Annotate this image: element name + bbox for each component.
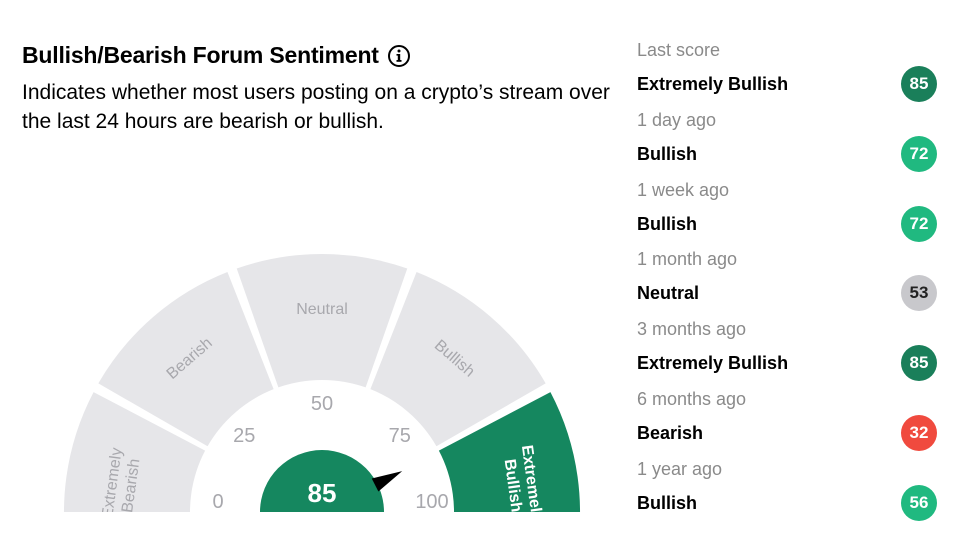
history-item: 1 week ago Bullish 72 <box>637 176 942 246</box>
history-label: Bullish <box>637 492 698 513</box>
gauge-ring: ExtremelyBearishBearishNeutralBullishExt… <box>64 254 580 512</box>
history-when: 1 week ago <box>637 179 730 200</box>
gauge-segment <box>438 392 580 512</box>
info-icon[interactable] <box>387 44 411 68</box>
gauge-scale-label: 0 <box>212 491 223 513</box>
history-item: 1 day ago Bullish 72 <box>637 106 942 176</box>
history-label: Neutral <box>637 283 700 304</box>
score-value: 85 <box>308 478 337 508</box>
score-history: Last score Extremely Bullish 85 1 day ago Bu… <box>637 36 942 525</box>
history-item: Last score Extremely Bullish 85 <box>637 36 942 106</box>
gauge-scale-label: 25 <box>233 425 255 447</box>
gauge-svg: ExtremelyBearishBearishNeutralBullishExt… <box>64 254 580 513</box>
score-badge: 53 <box>901 275 937 312</box>
gauge-segment-label: Neutral <box>296 301 348 318</box>
history-when: 1 year ago <box>637 458 723 479</box>
title-row: Bullish/Bearish Forum Sentiment <box>22 42 411 69</box>
history-label: Bearish <box>637 422 704 443</box>
history-when: 1 month ago <box>637 249 738 270</box>
gauge-segment <box>370 271 546 447</box>
history-when: 1 day ago <box>637 109 717 130</box>
gauge-scale-label: 75 <box>389 425 411 447</box>
gauge-segment <box>236 254 408 388</box>
gauge-scale-label: 50 <box>311 393 333 415</box>
gauge-segment <box>64 392 206 512</box>
history-label: Extremely Bullish <box>637 74 789 94</box>
history-when: 6 months ago <box>637 388 747 409</box>
history-item: 3 months ago Extremely Bullish 85 <box>637 315 942 385</box>
history-item: 6 months ago Bearish 32 <box>637 385 942 455</box>
score-badge: 85 <box>901 66 937 102</box>
description: Indicates whether most users posting on … <box>22 81 610 133</box>
score-badge: 56 <box>901 484 937 521</box>
score-badge: 85 <box>901 345 937 382</box>
history-label: Extremely Bullish <box>637 353 789 374</box>
history-label: Bullish <box>637 213 698 234</box>
gauge-segment <box>98 271 274 447</box>
score-hub <box>260 450 384 512</box>
page-title: Bullish/Bearish Forum Sentiment <box>22 42 379 68</box>
score-badge: 72 <box>901 205 937 242</box>
gauge-needle <box>371 471 403 492</box>
score-badge: 72 <box>901 135 937 172</box>
history-when: 3 months ago <box>637 319 747 340</box>
history-item: 1 year ago Bullish 56 <box>637 455 942 525</box>
gauge-segment-label-line: Neutral <box>296 301 348 318</box>
sentiment-gauge: ExtremelyBearish Bearish Neutral Bullish Ext… <box>0 240 620 560</box>
history-when: Last score <box>637 40 721 60</box>
gauge-scale-label: 100 <box>415 491 448 513</box>
history-item: 1 month ago Neutral 53 <box>637 245 942 315</box>
history-label: Bullish <box>637 143 698 164</box>
score-badge: 32 <box>901 414 937 451</box>
